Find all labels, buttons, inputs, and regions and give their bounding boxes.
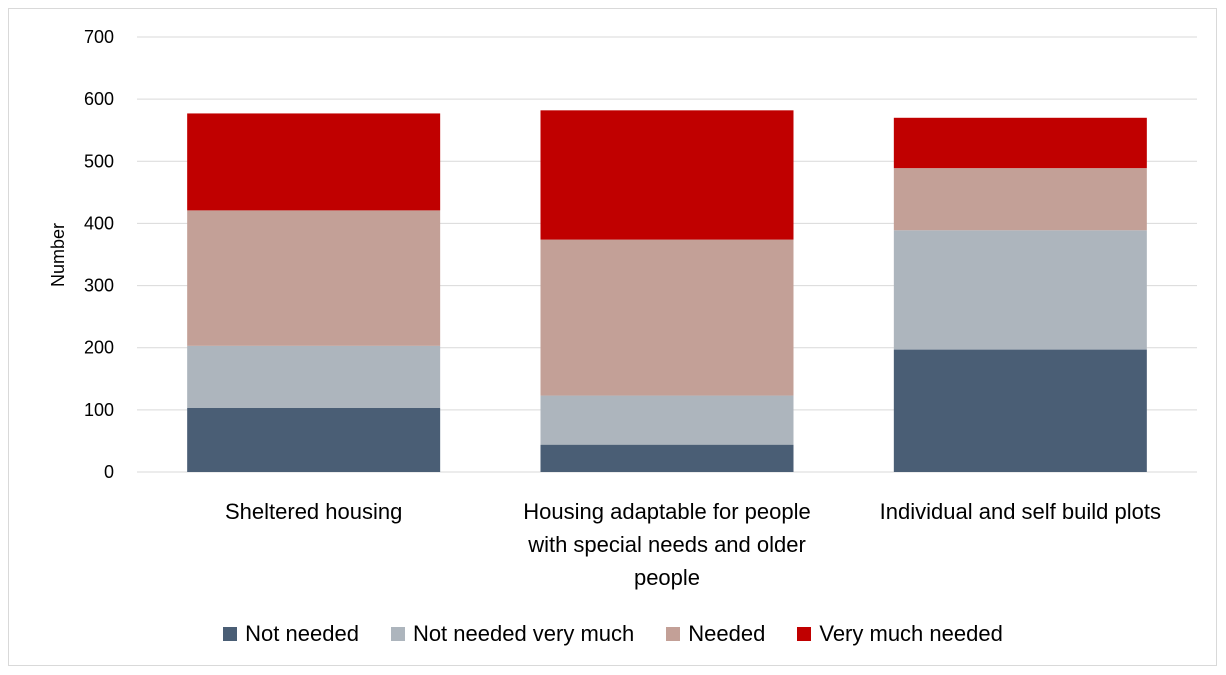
y-tick-label: 0 [104, 462, 114, 482]
chart-legend: Not needed Not needed very much Needed Very… [0, 621, 1226, 647]
y-tick-label: 700 [84, 27, 114, 47]
bar-segment [540, 110, 794, 240]
legend-label: Not needed [245, 621, 359, 646]
bar-segment [187, 210, 441, 346]
bar-segment [893, 168, 1147, 231]
bar-segment [187, 345, 441, 408]
legend-item: Needed [666, 621, 765, 647]
x-category-label: people [634, 565, 700, 590]
x-category-label: Housing adaptable for people [523, 499, 810, 524]
y-tick-label: 500 [84, 151, 114, 171]
legend-swatch [797, 627, 812, 641]
legend-swatch [223, 627, 238, 641]
bar-segment [540, 395, 794, 445]
bar-segment [187, 113, 441, 211]
bar-segment [187, 407, 441, 472]
y-tick-label: 200 [84, 338, 114, 358]
legend-item: Very much needed [797, 621, 1003, 647]
bar-segment [893, 117, 1147, 169]
legend-swatch [390, 627, 405, 641]
bar-segment [540, 239, 794, 396]
legend-label: Very much needed [819, 621, 1003, 646]
y-tick-label: 300 [84, 276, 114, 296]
bar-segment [540, 444, 794, 472]
y-tick-label: 100 [84, 400, 114, 420]
x-category-label: Sheltered housing [225, 499, 402, 524]
bar-segment [893, 230, 1147, 350]
legend-item: Not needed [223, 621, 359, 647]
y-axis-title: Number [48, 223, 68, 287]
bar-segment [893, 349, 1147, 472]
legend-label: Needed [688, 621, 766, 646]
x-category-label: Individual and self build plots [880, 499, 1161, 524]
legend-label: Not needed very much [412, 621, 635, 646]
legend-swatch [666, 627, 681, 641]
x-category-label: with special needs and older [527, 532, 806, 557]
y-tick-label: 400 [84, 213, 114, 233]
y-tick-label: 600 [84, 89, 114, 109]
legend-item: Not needed very much [390, 621, 635, 647]
